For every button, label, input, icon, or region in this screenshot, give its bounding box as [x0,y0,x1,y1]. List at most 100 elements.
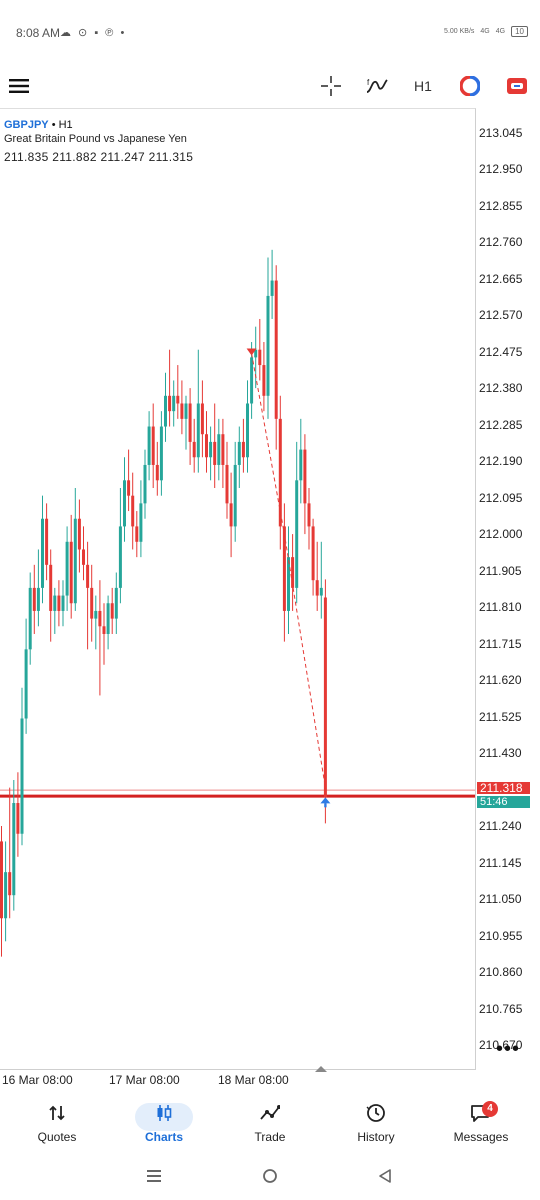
candle-body [8,872,12,896]
price-tick: 212.000 [479,527,523,542]
candle-body [123,480,126,527]
nav-trade[interactable]: Trade [225,1096,315,1156]
network-4g-icon: 4G [480,28,490,35]
nav-messages-label: Messages [453,1130,509,1144]
candle-body [299,449,303,481]
candle-body [0,841,3,919]
price-tick: 212.760 [479,235,523,250]
timeframe-button[interactable]: H1 [410,66,436,106]
candle-body [24,649,28,719]
candle-body [147,426,151,465]
candle-body [57,595,61,611]
price-tick: 210.955 [479,928,523,943]
candle-body [262,365,266,396]
price-tick: 211.620 [479,673,522,688]
candle-body [32,587,36,611]
history-icon [331,1096,421,1130]
nav-history[interactable]: History [331,1096,421,1156]
network-4g-icon: 4G [495,28,506,35]
nav-history-label: History [357,1130,395,1144]
notification-icons: ☁ ⊙ ▪ ℗ • [60,27,127,39]
charts-icon [119,1096,209,1130]
candle-body [86,564,90,588]
candle-body [291,557,295,588]
candle-body [200,403,204,435]
candle-body [287,557,290,611]
messages-icon [436,1096,526,1130]
time-axis: 16 Mar 08:00 17 Mar 08:00 18 Mar 08:00 [0,1066,475,1090]
price-tick: 212.475 [479,344,523,359]
candlestick-chart[interactable] [0,100,475,1070]
nav-messages[interactable]: Messages [436,1096,526,1156]
candle-body [110,603,114,619]
status-bar: 8:08 AM ☁ ⊙ ▪ ℗ • 5.00 KB/s 4G 4G 10 [0,0,540,66]
candle-body [209,441,213,458]
nav-charts[interactable]: Charts [119,1096,209,1156]
symbol-suffix: • H1 [51,119,73,131]
candle-body [213,441,217,465]
candle-body [184,403,188,419]
candle-body [118,526,122,588]
status-right: 5.00 KB/s 4G 4G 10 [444,26,528,37]
candle-body [303,449,307,504]
price-tick: 212.570 [479,308,523,323]
trade-icon [225,1096,315,1130]
crosshair-icon[interactable] [318,66,344,106]
quotes-icon [12,1096,102,1130]
home-icon[interactable] [262,1168,278,1189]
candle-body [250,357,254,404]
candle-body [143,464,147,504]
back-icon[interactable] [378,1168,392,1189]
candle-body [217,434,221,465]
status-time: 8:08 AM [16,26,61,40]
candle-body [159,426,163,481]
objects-icon[interactable] [457,66,483,106]
svg-text:f: f [367,78,370,87]
time-label: 18 Mar 08:00 [218,1073,289,1087]
candle-body [135,526,139,542]
candle-body [155,464,159,481]
candle-body [221,434,225,465]
active-tab-indicator [135,1103,193,1131]
candle-body [278,418,282,527]
candle-body [241,441,245,458]
candle-body [65,541,69,596]
candle-body [192,441,196,458]
price-scale[interactable]: 213.045 212.950 212.855 212.760 212.665 212.5… [479,100,539,1070]
candle-timer-badge: 51:46 [477,796,530,808]
bid-price-badge: 211.318 [477,782,530,794]
symbol-description: Great Britain Pound vs Japanese Yen [4,133,187,145]
candle-body [4,872,8,919]
candle-body [53,595,57,611]
nav-trade-label: Trade [254,1130,286,1144]
recents-icon[interactable] [146,1168,162,1189]
candle-body [45,518,49,565]
candle-body [311,526,315,581]
candle-body [69,541,73,604]
chart-area[interactable] [0,108,476,1070]
ohlc-values: 211.835 211.882 211.247 211.315 [4,150,194,164]
price-tick: 211.050 [479,892,522,907]
candle-body [270,280,274,296]
candle-body [139,503,143,542]
symbol-line[interactable]: GBPJPY • H1 [4,119,73,131]
more-options-icon[interactable]: ••• [496,1038,521,1060]
nav-quotes[interactable]: Quotes [12,1096,102,1156]
candle-body [98,610,102,627]
indicator-icon[interactable]: f [364,66,390,106]
symbol-name[interactable]: GBPJPY [4,119,49,131]
hamburger-icon[interactable] [6,66,32,106]
candle-body [16,803,20,834]
candle-body [127,480,131,496]
nav-quotes-label: Quotes [37,1130,77,1144]
candle-body [196,403,200,458]
candle-body [254,349,258,358]
price-tick: 211.430 [479,746,522,761]
time-label: 17 Mar 08:00 [109,1073,180,1087]
candle-body [246,403,249,458]
trade-toggle-icon[interactable] [504,66,530,106]
candle-body [102,626,106,634]
candle-body [282,526,286,611]
candle-body [315,580,319,596]
candle-body [90,587,94,619]
